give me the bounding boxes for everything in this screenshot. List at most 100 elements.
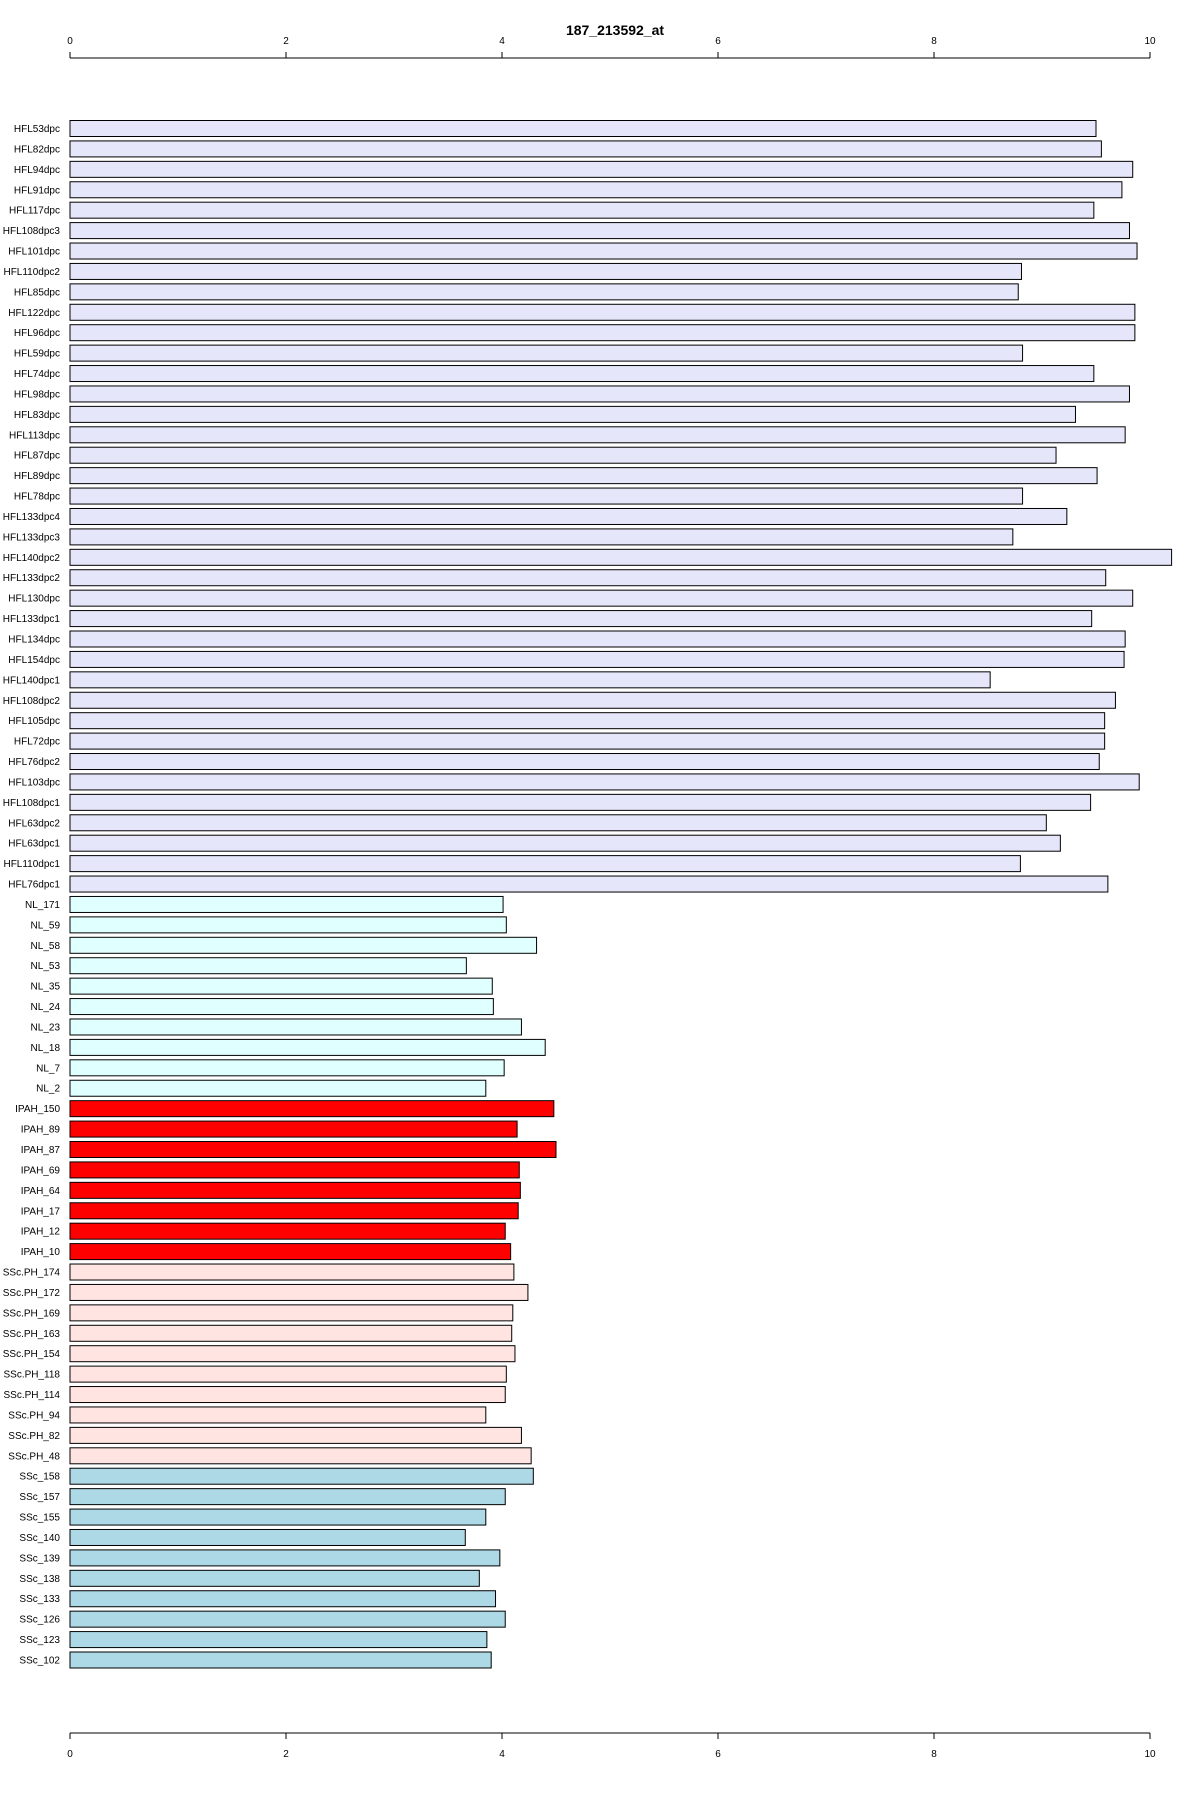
category-label: HFL134dpc <box>8 635 60 646</box>
bar-HFL133dpc2 <box>69 569 1107 587</box>
category-label: HFL98dpc <box>14 389 60 400</box>
category-label: HFL72dpc <box>14 737 60 748</box>
chart-title: 187_213592_at <box>566 22 664 38</box>
category-label: IPAH_64 <box>21 1186 61 1197</box>
category-label: HFL122dpc <box>8 308 60 319</box>
bar-HFL87dpc <box>69 446 1057 464</box>
category-label: NL_18 <box>31 1043 61 1054</box>
category-label: SSc_155 <box>19 1513 60 1524</box>
category-label: SSc.PH_94 <box>8 1410 60 1421</box>
category-label: NL_53 <box>31 961 61 972</box>
bar-SSc.PH_154 <box>69 1345 516 1363</box>
bar-HFL63dpc2 <box>69 814 1047 832</box>
category-label: SSc_140 <box>19 1533 60 1544</box>
top-tick-label: 10 <box>1144 36 1156 47</box>
bar-SSc.PH_174 <box>69 1263 515 1281</box>
category-label: NL_58 <box>31 941 61 952</box>
bar-SSc_139 <box>69 1549 501 1567</box>
bar-HFL103dpc <box>69 773 1140 791</box>
bar-IPAH_17 <box>69 1202 519 1220</box>
category-label: NL_7 <box>36 1063 60 1074</box>
category-label: HFL87dpc <box>14 451 60 462</box>
bottom-tick-label: 8 <box>931 1749 937 1760</box>
bar-NL_24 <box>69 998 494 1016</box>
bar-HFL82dpc <box>69 140 1102 158</box>
category-label: SSc_139 <box>19 1553 60 1564</box>
bar-SSc_102 <box>69 1651 492 1669</box>
bar-NL_58 <box>69 936 538 954</box>
category-label: SSc_157 <box>19 1492 60 1503</box>
bar-IPAH_87 <box>69 1141 557 1158</box>
bar-SSc.PH_163 <box>69 1324 513 1342</box>
category-labels-group: HFL53dpc HFL82dpc HFL94dpc HFL91dpc HFL117dp… <box>3 124 61 1667</box>
bottom-tick-label: 0 <box>67 1749 73 1760</box>
bar-SSc.PH_172 <box>69 1283 529 1301</box>
bottom-tick-label: 6 <box>715 1749 721 1760</box>
category-label: IPAH_12 <box>21 1227 61 1238</box>
category-label: IPAH_69 <box>21 1165 61 1176</box>
bar-HFL96dpc <box>69 324 1136 342</box>
category-label: SSc.PH_169 <box>3 1308 61 1319</box>
category-label: HFL130dpc <box>8 594 60 605</box>
category-label: SSc_133 <box>19 1594 60 1605</box>
category-label: NL_171 <box>25 900 60 911</box>
category-label: IPAH_89 <box>21 1125 61 1136</box>
bar-HFL130dpc <box>69 589 1134 607</box>
category-label: HFL140dpc1 <box>3 675 61 686</box>
bar-HFL72dpc <box>69 732 1106 750</box>
category-label: SSc_123 <box>19 1635 60 1646</box>
bottom-tick-label: 10 <box>1144 1749 1156 1760</box>
bar-HFL105dpc <box>69 712 1106 730</box>
category-label: HFL110dpc2 <box>3 267 60 278</box>
category-label: SSc_126 <box>19 1615 60 1626</box>
category-label: HFL133dpc1 <box>3 614 61 625</box>
bar-HFL133dpc1 <box>69 610 1093 628</box>
bar-HFL83dpc <box>69 405 1076 423</box>
category-label: HFL133dpc3 <box>3 532 61 543</box>
bar-HFL78dpc <box>69 487 1024 505</box>
bar-SSc_158 <box>69 1467 534 1485</box>
category-label: HFL76dpc1 <box>8 880 60 891</box>
bar-NL_2 <box>69 1079 487 1097</box>
category-label: HFL91dpc <box>14 185 60 196</box>
bar-HFL154dpc <box>69 650 1125 668</box>
category-label: HFL154dpc <box>8 655 60 666</box>
category-label: IPAH_87 <box>21 1145 61 1156</box>
category-label: HFL133dpc2 <box>3 573 61 584</box>
bar-HFL94dpc <box>69 160 1134 178</box>
category-label: HFL96dpc <box>14 328 60 339</box>
bar-NL_18 <box>69 1038 546 1056</box>
category-label: SSc.PH_118 <box>3 1370 60 1381</box>
bar-NL_59 <box>69 916 507 934</box>
bar-HFL110dpc2 <box>69 262 1022 280</box>
bar-HFL74dpc <box>69 365 1095 383</box>
bar-HFL98dpc <box>69 385 1130 403</box>
bar-HFL140dpc2 <box>69 548 1173 566</box>
bar-HFL110dpc1 <box>69 855 1021 873</box>
bar-SSc_123 <box>69 1631 488 1649</box>
bar-SSc_126 <box>69 1610 506 1628</box>
bar-SSc.PH_94 <box>69 1406 487 1424</box>
category-label: HFL94dpc <box>14 165 60 176</box>
bottom-tick-label: 2 <box>283 1749 289 1760</box>
category-label: HFL105dpc <box>8 716 60 727</box>
bar-HFL85dpc <box>69 283 1019 301</box>
category-label: HFL101dpc <box>8 247 60 258</box>
category-label: HFL133dpc4 <box>3 512 61 523</box>
bottom-tick-label: 4 <box>499 1749 505 1760</box>
bar-HFL101dpc <box>69 242 1138 260</box>
bar-NL_35 <box>69 977 493 995</box>
bar-SSc.PH_48 <box>69 1447 532 1465</box>
category-label: HFL59dpc <box>14 349 60 360</box>
bar-HFL76dpc2 <box>69 753 1100 771</box>
bar-SSc.PH_169 <box>69 1304 514 1322</box>
bar-SSc_138 <box>69 1569 480 1587</box>
category-label: IPAH_17 <box>21 1206 61 1217</box>
bar-HFL113dpc <box>69 426 1126 444</box>
category-label: SSc_102 <box>19 1656 60 1667</box>
top-tick-label: 6 <box>715 36 721 47</box>
top-tick-label: 0 <box>67 36 73 47</box>
bar-IPAH_150 <box>69 1100 555 1118</box>
bar-SSc_133 <box>69 1590 497 1608</box>
